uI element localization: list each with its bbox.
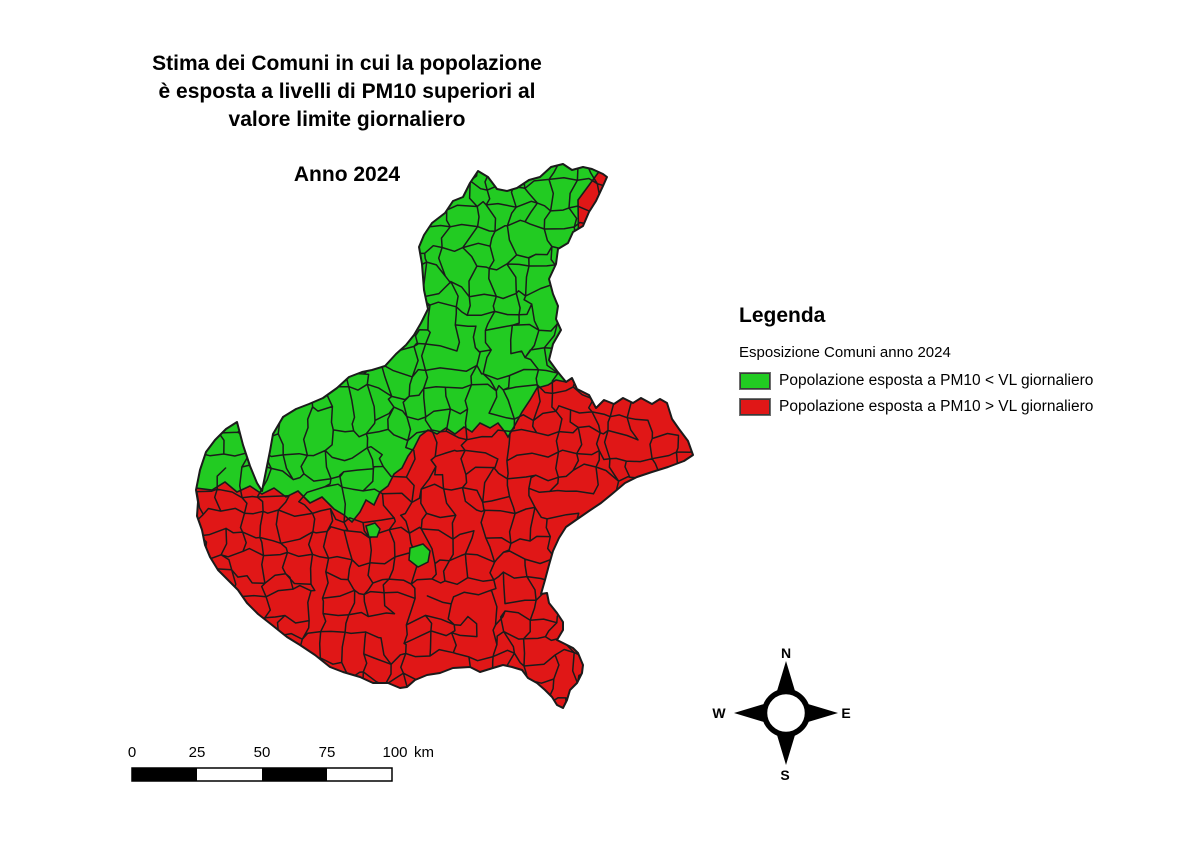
title-line-2: è esposta a livelli di PM10 superiori al — [158, 80, 536, 103]
legend: Legenda Esposizione Comuni anno 2024 Pop… — [739, 303, 1179, 424]
legend-swatch-green — [739, 372, 771, 390]
title-line-3: valore limite giornaliero — [228, 108, 466, 131]
compass-label-north: N — [781, 645, 791, 661]
green-enclave-small — [365, 522, 381, 538]
legend-heading: Legenda — [739, 304, 826, 327]
scale-label-0: 0 — [128, 744, 136, 761]
legend-swatch-red — [739, 398, 771, 416]
title-line-1: Stima dei Comuni in cui la popolazione — [152, 52, 542, 75]
legend-label-above-limit: Popolazione esposta a PM10 > VL giornali… — [779, 398, 1094, 415]
compass-east-arrow-icon — [808, 704, 838, 722]
scale-bar-segment-1 — [132, 768, 197, 781]
page-title: Stima dei Comuni in cui la popolazione è… — [127, 50, 567, 134]
legend-item-above-limit: Popolazione esposta a PM10 > VL giornali… — [739, 398, 1179, 416]
compass-label-south: S — [780, 767, 789, 783]
compass-west-arrow-icon — [734, 704, 764, 722]
compass-circle-icon — [761, 688, 811, 738]
compass-label-west: W — [712, 705, 726, 721]
scale-unit-label: km — [414, 744, 434, 761]
scale-bar: 0 25 50 75 100 km — [128, 744, 434, 782]
scale-label-100: 100 — [382, 744, 407, 761]
legend-subtitle: Esposizione Comuni anno 2024 — [739, 344, 951, 361]
compass-label-east: E — [841, 705, 850, 721]
legend-item-below-limit: Popolazione esposta a PM10 < VL giornali… — [739, 372, 1179, 390]
scale-label-25: 25 — [189, 744, 206, 761]
compass-north-arrow-icon — [777, 661, 795, 691]
compass-south-arrow-icon — [777, 735, 795, 765]
region-outline — [195, 163, 694, 709]
scale-bar-segment-3 — [262, 768, 327, 781]
compass-rose: N S W E — [712, 645, 850, 783]
red-zone — [196, 164, 693, 708]
green-enclave-large — [408, 543, 431, 568]
scale-label-50: 50 — [254, 744, 271, 761]
legend-label-below-limit: Popolazione esposta a PM10 < VL giornali… — [779, 372, 1094, 389]
scale-label-75: 75 — [319, 744, 336, 761]
year-label: Anno 2024 — [293, 163, 401, 186]
